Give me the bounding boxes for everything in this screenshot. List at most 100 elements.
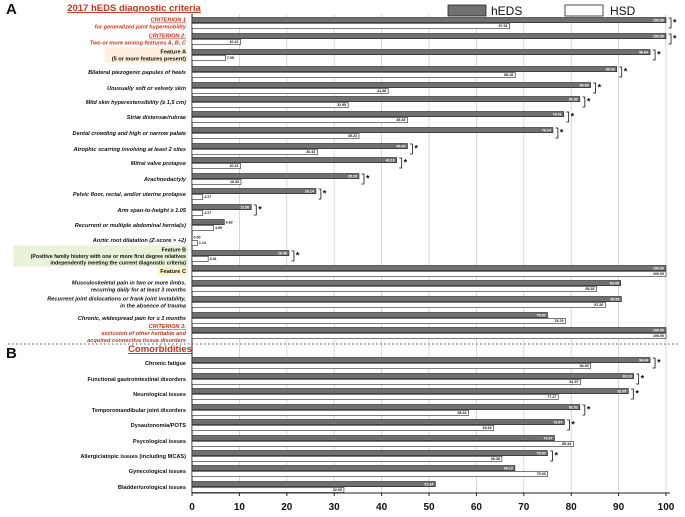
significance-star: * — [258, 205, 262, 215]
bar-heds — [191, 250, 290, 256]
value-label-heds: 76.47 — [543, 436, 552, 440]
legend-label-heds: hEDS — [491, 4, 522, 18]
value-label-heds: 43.18 — [386, 158, 395, 162]
bar-heds — [191, 450, 548, 456]
bar-hsd — [191, 210, 204, 216]
significance-star: * — [657, 50, 661, 60]
significance-star: * — [571, 420, 575, 430]
value-label-heds: 100.00 — [653, 18, 664, 22]
value-label-hsd: 2.27 — [204, 195, 211, 199]
bar-hsd — [191, 362, 591, 369]
bar-heds — [191, 188, 317, 194]
value-label-heds: 75.00 — [537, 313, 546, 317]
significance-bracket — [409, 143, 413, 155]
legend-swatch-hsd — [564, 4, 604, 17]
value-label-hsd: 1.14 — [199, 241, 206, 245]
significance-bracket — [399, 157, 403, 169]
bar-heds — [191, 96, 581, 102]
significance-star: * — [673, 18, 677, 28]
value-label-heds: 51.34 — [424, 482, 433, 486]
bar-hsd — [191, 332, 667, 339]
value-label-heds: 68.12 — [504, 466, 513, 470]
significance-star: * — [673, 34, 677, 44]
x-tick-label: 80 — [566, 502, 578, 513]
significance-bracket — [253, 204, 257, 216]
bar-hsd — [191, 102, 349, 108]
bar-heds — [191, 373, 634, 379]
value-label-heds: 89.60 — [606, 67, 615, 71]
row-label: Mitral valve prolapse — [131, 161, 186, 167]
row-label: Two or more among features A, B, C — [90, 40, 187, 46]
significance-bracket — [593, 82, 596, 94]
bar-heds — [191, 82, 591, 88]
bar-heds — [191, 465, 516, 471]
bar-heds — [191, 49, 651, 55]
value-label-heds: 0.00 — [194, 235, 201, 239]
significance-bracket — [582, 404, 586, 416]
row-label: Feature C — [160, 269, 186, 275]
row-label: Arm span-to-height ≥ 1.05 — [116, 208, 187, 214]
value-label-hsd: 100.00 — [653, 272, 664, 276]
significance-star: * — [635, 389, 639, 399]
value-label-heds: 26.14 — [305, 189, 314, 193]
value-label-hsd: 35.23 — [348, 134, 357, 138]
row-label: Psycological issues — [133, 439, 186, 445]
significance-star: * — [404, 158, 408, 168]
bar-heds — [191, 111, 564, 117]
bar-hsd — [191, 301, 606, 308]
x-tick-label: 10 — [234, 502, 246, 513]
value-label-heds: 78.41 — [553, 112, 562, 116]
value-label-hsd: 26.43 — [306, 150, 315, 154]
significance-bracket — [566, 111, 570, 123]
legend-label-hsd: HSD — [610, 4, 636, 18]
bar-hsd — [191, 240, 198, 246]
panel-letter: B — [6, 345, 17, 362]
x-tick-label: 70 — [518, 502, 530, 513]
value-label-heds: 96.64 — [639, 50, 648, 54]
value-label-hsd: 63.64 — [483, 426, 492, 430]
row-label: Gynecological issues — [129, 469, 186, 475]
significance-bracket — [566, 419, 570, 431]
significance-star: * — [555, 451, 559, 461]
row-label: CRITERION 2: — [149, 34, 186, 40]
bar-hsd — [191, 149, 318, 155]
row-label: Arachnodactyly — [143, 177, 187, 183]
significance-bracket — [582, 96, 586, 108]
bar-heds — [191, 357, 651, 363]
significance-star: * — [598, 83, 602, 93]
bar-heds — [191, 280, 622, 286]
value-label-heds: 81.82 — [569, 405, 578, 409]
row-label: CRITERION 3: — [149, 324, 186, 330]
value-label-heds: 100.00 — [653, 328, 664, 332]
value-label-heds: 100.00 — [653, 34, 664, 38]
row-label: independently meeting the current diagno… — [50, 260, 186, 266]
row-label: Recurrent or multiple abdominal hernia(s… — [75, 223, 186, 229]
bar-heds — [191, 143, 408, 149]
x-tick-label: 40 — [376, 502, 388, 513]
value-label-hsd: 78.79 — [554, 319, 563, 323]
bar-hsd — [191, 225, 214, 231]
value-label-hsd: 4.55 — [215, 226, 222, 230]
significance-bracket — [668, 33, 672, 45]
x-tick-label: 90 — [613, 502, 625, 513]
feature-highlight — [157, 266, 188, 276]
row-label: Striæ distensæ/rubrae — [127, 115, 186, 121]
bar-hsd — [191, 455, 503, 462]
x-tick-label: 50 — [423, 502, 435, 513]
row-label: (5 or more features present) — [112, 56, 186, 62]
row-label: in the absence of trauma — [120, 303, 186, 309]
bar-hsd — [191, 285, 597, 292]
value-label-hsd: 67.01 — [499, 24, 508, 28]
legend-swatch-heds — [447, 4, 487, 17]
value-label-heds: 45.45 — [396, 144, 405, 148]
bar-heds — [191, 173, 360, 179]
bar-hsd — [191, 424, 494, 431]
significance-star: * — [414, 144, 418, 154]
feature-highlight — [13, 245, 189, 267]
value-label-hsd: 68.18 — [504, 73, 513, 77]
significance-bracket — [652, 49, 656, 61]
bar-hsd — [191, 88, 389, 94]
value-label-hsd: 65.38 — [491, 457, 500, 461]
significance-star: * — [366, 174, 370, 184]
bar-hsd — [191, 255, 209, 262]
